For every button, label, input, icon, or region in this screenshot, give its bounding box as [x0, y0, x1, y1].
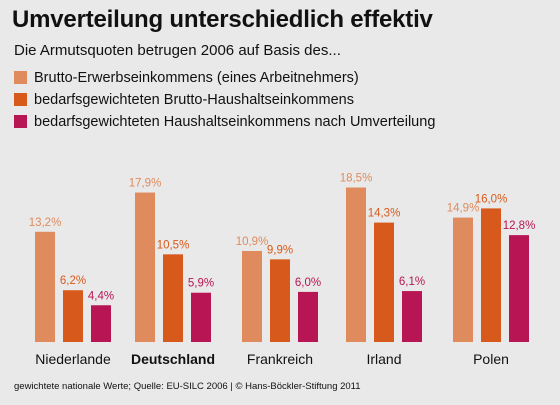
- chart-title: Umverteilung unterschiedlich effektiv: [12, 6, 433, 33]
- value-label-irland-s1: 18,5%: [340, 173, 373, 185]
- category-label-niederlande: Niederlande: [35, 351, 111, 367]
- bar-irland-s2: [374, 222, 394, 342]
- legend-swatch-gross-household-income: [14, 93, 27, 106]
- value-label-deutschland-s2: 10,5%: [157, 239, 190, 251]
- value-label-irland-s2: 14,3%: [368, 208, 401, 220]
- source-footnote: gewichtete nationale Werte; Quelle: EU-S…: [14, 381, 361, 392]
- category-label-polen: Polen: [473, 351, 509, 367]
- bar-polen-s3: [509, 235, 529, 342]
- chart-subtitle: Die Armutsquoten betrugen 2006 auf Basis…: [14, 42, 341, 59]
- value-label-niederlande-s3: 4,4%: [88, 290, 114, 302]
- value-label-polen-s1: 14,9%: [447, 203, 480, 215]
- value-label-deutschland-s1: 17,9%: [129, 178, 162, 190]
- value-label-deutschland-s3: 5,9%: [188, 278, 214, 290]
- value-label-frankreich-s3: 6,0%: [295, 277, 321, 289]
- legend-label-gross-household-income: bedarfsgewichteten Brutto-Haushaltseinko…: [34, 92, 354, 108]
- bar-frankreich-s3: [298, 291, 318, 342]
- bar-frankreich-s2: [270, 259, 290, 342]
- bar-polen-s2: [481, 208, 501, 342]
- value-label-frankreich-s2: 9,9%: [267, 244, 293, 256]
- legend-label-gross-earnings: Brutto-Erwerbseinkommens (eines Arbeitne…: [34, 70, 359, 86]
- bar-irland-s1: [346, 187, 366, 342]
- category-label-irland: Irland: [366, 351, 401, 367]
- value-label-polen-s3: 12,8%: [503, 220, 536, 232]
- value-label-polen-s2: 16,0%: [475, 193, 508, 205]
- legend-label-income-after-redistribution: bedarfsgewichteten Haushaltseinkommens n…: [34, 114, 436, 130]
- bar-chart-plot: 13,2% 6,2%4,4% Niederlande 17,9% 10,5% 5,9% De…: [29, 173, 536, 367]
- bar-irland-s3: [402, 291, 422, 342]
- bar-niederlande-s3: [91, 305, 111, 342]
- legend-swatch-income-after-redistribution: [14, 115, 27, 128]
- bar-niederlande-s1: [35, 231, 55, 342]
- bar-deutschland-s3: [191, 292, 211, 342]
- legend-swatch-gross-earnings: [14, 71, 27, 84]
- bar-niederlande-s2: [63, 290, 83, 342]
- category-label-deutschland: Deutschland: [131, 351, 215, 367]
- bar-frankreich-s1: [242, 250, 262, 342]
- bar-deutschland-s1: [135, 192, 155, 342]
- value-label-niederlande-s1: 13,2%: [29, 217, 62, 229]
- bar-deutschland-s2: [163, 254, 183, 342]
- category-label-frankreich: Frankreich: [247, 351, 313, 367]
- value-label-frankreich-s1: 10,9%: [236, 236, 269, 248]
- bar-polen-s1: [453, 217, 473, 342]
- value-label-niederlande-s2: 6,2%: [60, 275, 86, 287]
- value-label-irland-s3: 6,1%: [399, 276, 425, 288]
